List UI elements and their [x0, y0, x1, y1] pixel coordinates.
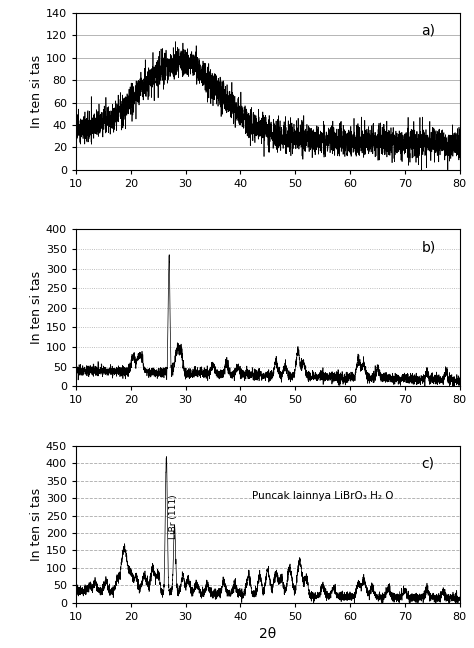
Text: b): b): [421, 240, 436, 255]
Text: Puncak lainnya LiBrO₃ H₂ O: Puncak lainnya LiBrO₃ H₂ O: [253, 491, 394, 501]
Y-axis label: In ten si tas: In ten si tas: [30, 272, 43, 344]
Y-axis label: In ten si tas: In ten si tas: [30, 488, 43, 561]
X-axis label: 2θ: 2θ: [259, 627, 276, 642]
Text: LiBr (111): LiBr (111): [169, 494, 178, 539]
Y-axis label: In ten si tas: In ten si tas: [30, 55, 43, 128]
Text: c): c): [421, 457, 434, 471]
Text: a): a): [421, 24, 436, 38]
